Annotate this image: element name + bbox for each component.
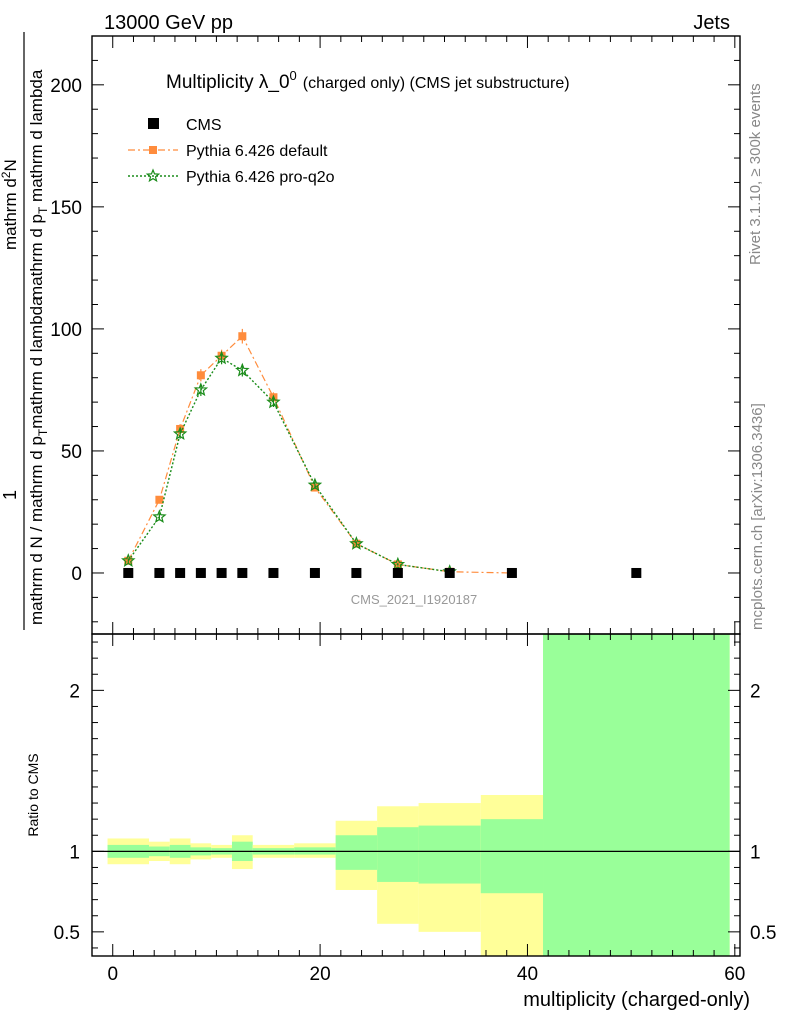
- ratio-bands: [107, 634, 730, 956]
- main-ylabel-bottom-part2: mathrm d lambda: [27, 69, 46, 207]
- ratio-ytick-label-right-0: 0.5: [750, 923, 776, 944]
- analysis-label: CMS_2021_I1920187: [351, 592, 478, 607]
- proq2o-point-2: [172, 426, 188, 441]
- legend: CMS Pythia 6.426 default Pythia 6.426 pr…: [128, 117, 335, 186]
- x-tick-label-20: 20: [310, 964, 331, 985]
- cms-point-0: [123, 567, 134, 578]
- cms-point-11: [506, 567, 517, 578]
- ratio-ytick-label-left-1: 1: [69, 842, 80, 863]
- chart-title: Multiplicity λ_00 (charged only) (CMS jet…: [166, 68, 570, 93]
- main-ylabel-denom-part2: mathrm d lambda: [27, 296, 46, 429]
- chart-title-main: Multiplicity λ_0: [166, 72, 290, 93]
- main-ylabel-top-part1: mathrm d: [1, 178, 20, 250]
- proq2o-point-6: [266, 394, 281, 409]
- proq2o-point-7: [307, 477, 323, 492]
- proq2o-point-1: [152, 509, 167, 524]
- main-ylabel-bottom: mathrm d pT mathrm d lambda: [27, 69, 50, 300]
- chart-title-sup: 0: [290, 68, 297, 83]
- header-right: Jets: [693, 12, 730, 34]
- mcplots-label: mcplots.cern.ch [arXiv:1306.3436]: [749, 403, 766, 630]
- proq2o-point-9: [390, 556, 406, 571]
- axis-ticks: [92, 35, 740, 956]
- ratio-ytick-label-right-2: 2: [750, 681, 761, 702]
- ratio-band-green-9: [377, 827, 419, 882]
- x-tick-label-60: 60: [724, 964, 745, 985]
- main-ylabel-denom-sub: T: [36, 428, 50, 436]
- main-ylabel-numerator: 1: [0, 490, 20, 500]
- legend-proq2o-label: Pythia 6.426 pro-q2o: [186, 169, 335, 186]
- main-ylabel-top-sup: 2: [0, 171, 13, 178]
- x-tick-label-40: 40: [517, 964, 538, 985]
- legend-cms-label: CMS: [186, 117, 222, 134]
- ratio-band-green-11: [480, 819, 544, 894]
- main-ytick-label-0: 0: [71, 564, 82, 585]
- main-ylabel-denom-part1: mathrm d N / mathrm d p: [27, 436, 46, 625]
- proq2o-point-3: [193, 382, 209, 397]
- cms-point-9: [392, 567, 403, 578]
- default-point-3: [196, 371, 205, 380]
- main-ytick-label-100: 100: [50, 320, 82, 341]
- ratio-ytick-label-right-1: 1: [750, 842, 761, 863]
- main-ylabel-top: mathrm d2N: [0, 159, 20, 250]
- default-point-5: [238, 332, 247, 341]
- ratio-ylabel: Ratio to CMS: [25, 753, 41, 836]
- cms-point-3: [195, 567, 206, 578]
- cms-point-1: [154, 567, 165, 578]
- cms-point-5: [237, 567, 248, 578]
- cms-point-12: [631, 567, 642, 578]
- series-pythia-default: [124, 328, 516, 577]
- main-ylabel-denominator: mathrm d N / mathrm d pTmathrm d lambda: [27, 296, 50, 625]
- ratio-band-green-8: [335, 835, 378, 870]
- cms-point-7: [309, 567, 320, 578]
- main-ytick-label-50: 50: [61, 442, 82, 463]
- axis-tick-labels: 0 20 40 60 0 50 100 150 200 0.5 0.5 1 1 2 2: [50, 76, 776, 985]
- main-ytick-label-150: 150: [50, 198, 82, 219]
- cms-point-8: [351, 567, 362, 578]
- proq2o-point-0: [121, 553, 136, 567]
- cms-point-2: [175, 567, 186, 578]
- main-ylabel: 1 mathrm d N / mathrm d pTmathrm d lambd…: [0, 32, 50, 630]
- main-ylabel-top-part2: N: [1, 159, 20, 171]
- legend-proq2o-marker: [145, 168, 161, 183]
- ratio-band-green-10: [418, 825, 481, 884]
- header-left: 13000 GeV pp: [104, 12, 233, 34]
- ratio-ytick-label-left-0: 0.5: [54, 923, 80, 944]
- proq2o-point-4: [214, 350, 229, 365]
- series-pythia-proq2o: [121, 350, 457, 578]
- xlabel: multiplicity (charged-only): [523, 989, 750, 1011]
- main-ylabel-bottom-sub: T: [36, 206, 50, 214]
- proq2o-line: [127, 357, 450, 573]
- main-ylabel-bottom-part1: mathrm d p: [27, 214, 46, 300]
- proq2o-point-8: [349, 536, 364, 550]
- ratio-panel-frame: [91, 633, 741, 957]
- legend-default-marker: [149, 146, 157, 154]
- cms-point-4: [216, 567, 227, 578]
- ratio-ytick-label-left-2: 2: [69, 681, 80, 702]
- ratio-band-green-12: [543, 634, 730, 956]
- cms-point-6: [268, 567, 279, 578]
- proq2o-point-5: [235, 362, 250, 377]
- main-ytick-label-200: 200: [50, 76, 82, 97]
- series-cms: [123, 567, 642, 578]
- legend-cms-marker: [148, 118, 159, 129]
- x-tick-label-0: 0: [107, 964, 118, 985]
- default-line: [127, 335, 512, 574]
- chart-title-suffix: (charged only) (CMS jet substructure): [303, 75, 570, 92]
- default-point-1: [155, 495, 164, 504]
- cms-point-10: [444, 567, 455, 578]
- legend-default-label: Pythia 6.426 default: [186, 143, 328, 160]
- rivet-label: Rivet 3.1.10, ≥ 300k events: [747, 83, 764, 265]
